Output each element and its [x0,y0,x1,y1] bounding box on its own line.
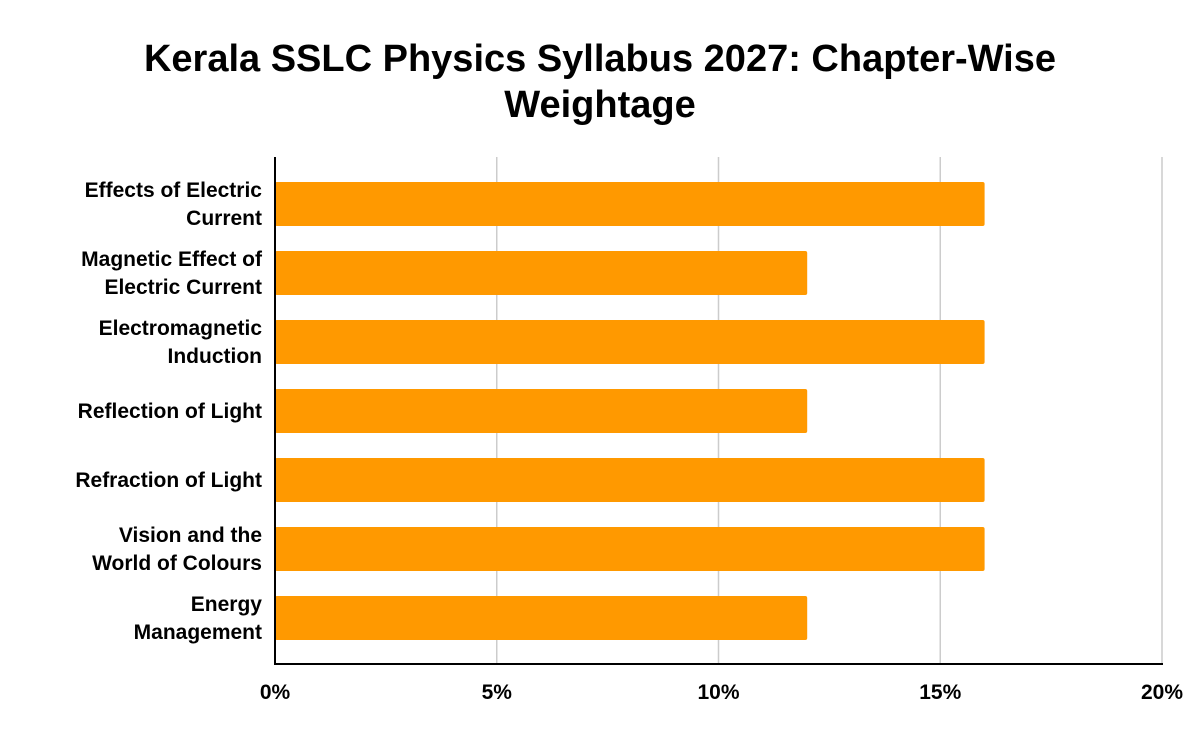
category-label-6-line-1: Management [134,621,262,644]
bar-5 [275,527,985,571]
category-labels: Effects of Electric Current Magnetic Effec… [75,179,263,644]
category-label-1-line-1: Electric Current [104,276,262,299]
x-tick-label-2: 10% [697,681,739,704]
axes [274,157,1163,665]
category-label-3: Reflection of Light [78,400,262,423]
category-label-6: Energy Management [134,593,263,644]
category-label-2-line-0: Electromagnetic [99,317,263,340]
bar-1 [275,251,808,295]
category-label-2: Electromagnetic Induction [99,317,263,368]
bar-4 [275,458,985,502]
x-tick-label-3: 15% [919,681,961,704]
bar-2 [275,320,985,364]
category-label-5-line-1: World of Colours [92,552,262,575]
x-tick-labels: 0% 5% 10% 15% 20% [260,681,1184,704]
category-label-0-line-0: Effects of Electric [85,179,263,202]
bar-0 [275,182,985,226]
category-label-0: Effects of Electric Current [85,179,263,230]
bar-3 [275,389,808,433]
x-tick-label-4: 20% [1141,681,1183,704]
bars [275,182,985,640]
x-tick-label-1: 5% [482,681,513,704]
category-label-4-line-0: Refraction of Light [75,469,262,492]
chart-title-line-1: Kerala SSLC Physics Syllabus 2027: Chapt… [143,38,1057,80]
x-tick-label-0: 0% [260,681,291,704]
category-label-5: Vision and the World of Colours [92,524,262,575]
bar-6 [275,596,808,640]
category-label-1-line-0: Magnetic Effect of [81,248,263,271]
category-label-0-line-1: Current [186,207,262,230]
chart-title-line-2: Weightage [504,84,696,126]
category-label-6-line-0: Energy [191,593,263,616]
category-label-2-line-1: Induction [168,345,262,368]
chart-title: Kerala SSLC Physics Syllabus 2027: Chapt… [0,36,1200,128]
category-label-1: Magnetic Effect of Electric Current [81,248,263,299]
category-label-4: Refraction of Light [75,469,262,492]
category-label-5-line-0: Vision and the [119,524,262,547]
category-label-3-line-0: Reflection of Light [78,400,262,423]
